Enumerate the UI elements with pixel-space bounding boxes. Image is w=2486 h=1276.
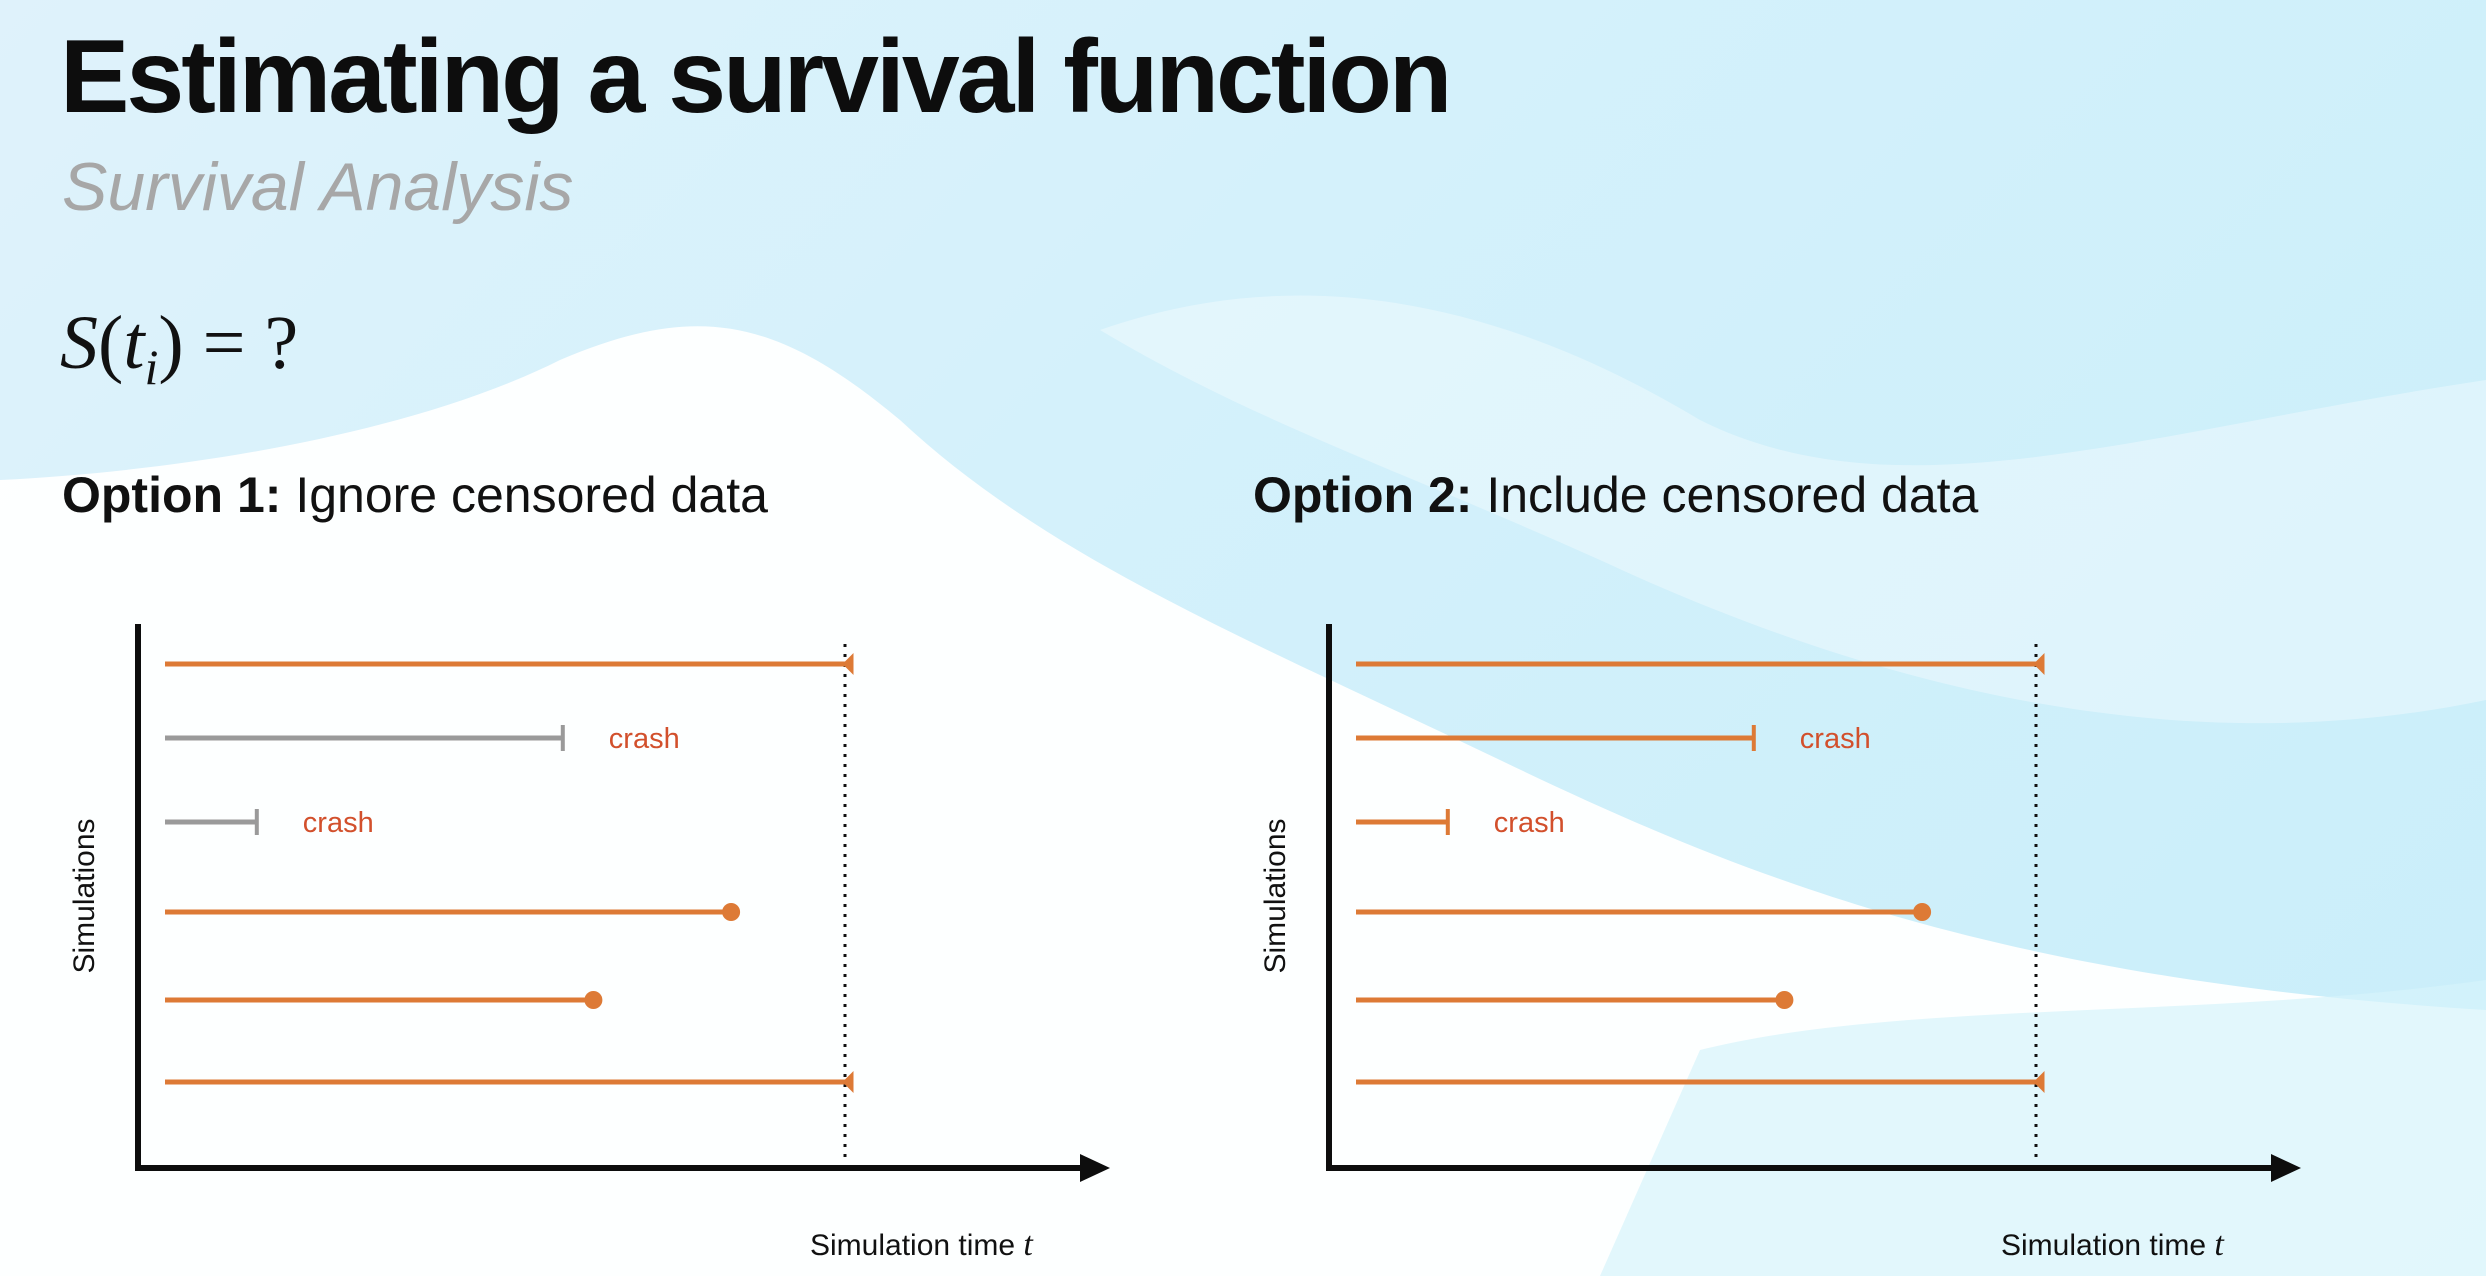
option-2-label: Option 2: [1253, 467, 1473, 523]
formula-symbol: S [60, 301, 98, 385]
simulation-row [165, 1071, 854, 1093]
survival-formula: S(ti) = ? [60, 301, 299, 396]
simulation-row [165, 991, 603, 1009]
simulation-row [1356, 903, 1932, 921]
censor-marker [842, 1071, 854, 1093]
event-dot [584, 991, 603, 1009]
crash-label: crash [1800, 723, 1871, 755]
option-2-text: Include censored data [1486, 467, 1979, 523]
event-dot [1913, 903, 1932, 921]
option-1-diagram: Simulations Simulation time t crash crash [68, 624, 1110, 1263]
censor-marker [2033, 653, 2045, 675]
crash-label: crash [303, 807, 374, 839]
simulation-row [1356, 1071, 2045, 1093]
y-axis-label: Simulations [68, 818, 101, 973]
x-axis-arrowhead [1080, 1154, 1110, 1182]
simulation-row: crash [1356, 723, 1871, 755]
event-dot [1775, 991, 1794, 1009]
simulation-row [1356, 653, 2045, 675]
option-2-diagram: Simulations Simulation time t crash crash [1259, 624, 2301, 1263]
event-dot [722, 903, 741, 921]
option-1-label: Option 1: [62, 467, 282, 523]
x-axis-arrowhead [2271, 1154, 2301, 1182]
formula-index: i [144, 339, 159, 396]
censor-marker [842, 653, 854, 675]
censor-marker [2033, 1071, 2045, 1093]
formula-var: t [123, 301, 145, 385]
formula-rhs: = ? [202, 301, 299, 385]
simulation-row: crash [165, 807, 374, 839]
crash-label: crash [1494, 807, 1565, 839]
simulation-row [165, 653, 854, 675]
option-1-heading: Option 1: Ignore censored data [62, 466, 768, 524]
slide-title: Estimating a survival function [60, 19, 1452, 135]
simulation-row [165, 903, 741, 921]
slide-subtitle: Survival Analysis [62, 149, 574, 225]
option-2-heading: Option 2: Include censored data [1253, 466, 1978, 524]
y-axis-label: Simulations [1259, 818, 1292, 973]
simulation-row [1356, 991, 1794, 1009]
x-axis-label: Simulation time t [810, 1226, 1034, 1263]
option-1-text: Ignore censored data [295, 467, 768, 523]
crash-label: crash [609, 723, 680, 755]
simulation-row: crash [1356, 807, 1565, 839]
x-axis-label: Simulation time t [2001, 1226, 2225, 1263]
simulation-row: crash [165, 723, 680, 755]
